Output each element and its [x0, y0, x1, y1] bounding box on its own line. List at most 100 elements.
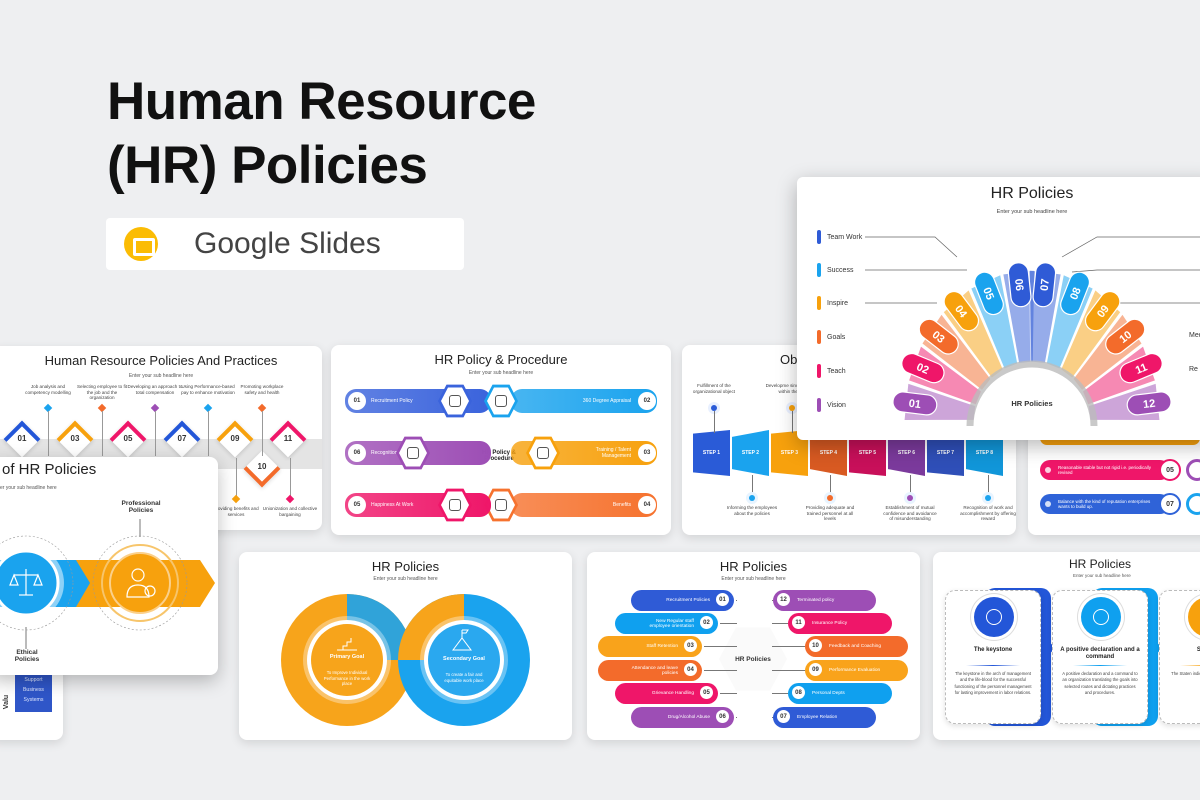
connector-line	[704, 646, 737, 647]
pill-number: 11	[1134, 361, 1149, 377]
feature-pill[interactable]: Reasonable stable but not rigid i.e. per…	[1040, 460, 1170, 480]
policy-pill[interactable]: Performance Evaluation	[805, 660, 908, 681]
number-pill[interactable]: 04	[940, 287, 982, 334]
step-block[interactable]: STEP 2	[732, 430, 769, 476]
professional-circle	[109, 552, 171, 614]
policy-pill[interactable]: Terminated policy	[773, 590, 876, 611]
legend-color-bar	[817, 398, 821, 412]
legend-label: Vision	[817, 398, 846, 412]
policy-card[interactable]: The keystone The keystone in the arch of …	[945, 590, 1041, 724]
pill-number: 09	[1095, 303, 1112, 320]
caption: Using Performance-based pay to enhance m…	[181, 384, 235, 395]
slide-cards[interactable]: HR Policies Enter your sub headline here…	[933, 552, 1200, 740]
policy-pill[interactable]: 360 Degree Appraisal	[511, 389, 657, 413]
secondary-goal-title: Secondary Goal	[443, 656, 485, 662]
slide-goals[interactable]: HR Policies Enter your sub headline here…	[239, 552, 572, 740]
pill-label: Attendance and leave policies	[631, 665, 678, 676]
pill-number: 03	[930, 329, 947, 346]
policy-pill[interactable]: Benefits	[511, 493, 657, 517]
pill-shape	[1060, 271, 1091, 316]
connector-line	[1061, 236, 1200, 258]
step-number: 11	[283, 434, 293, 443]
number-pill[interactable]: 02	[899, 351, 947, 386]
number-circle: 10	[807, 637, 824, 654]
feature-text: Reasonable stable but not rigid i.e. per…	[1058, 465, 1152, 475]
hero-title-line-1: Human Resource	[107, 72, 536, 131]
feature-pill[interactable]: Balance with the kind of reputation ente…	[1040, 494, 1170, 514]
caption: Establishment of mutual confidence and a…	[883, 505, 937, 522]
pill-number: 05	[980, 286, 996, 302]
policy-pill[interactable]: Personal Depts	[788, 683, 892, 704]
policy-pill[interactable]: Attendance and leave policies	[598, 660, 702, 681]
next-circle-partial	[1186, 459, 1200, 481]
hexagon-inner	[487, 491, 515, 519]
pill-shape	[1126, 391, 1172, 416]
step-number: 05	[123, 434, 133, 443]
legend-color-bar	[817, 364, 821, 378]
secondary-goal-circle	[428, 624, 500, 696]
pill-number: 10	[1117, 329, 1134, 346]
pill-shape	[892, 391, 938, 416]
number-pill[interactable]: 03	[915, 315, 962, 358]
connector-line	[736, 600, 737, 601]
center-label: HR Policy & Procedure	[481, 450, 516, 462]
number-pill[interactable]: 12	[1126, 391, 1172, 416]
legend-label: Inspire	[817, 296, 848, 310]
number-pill[interactable]: 10	[1102, 315, 1149, 358]
policy-pill[interactable]: Grievance Handling	[615, 683, 718, 704]
caption: Promoting workplace safety and health	[240, 384, 284, 395]
number-pill[interactable]: 11	[1117, 351, 1165, 386]
marker-dot	[711, 405, 717, 411]
pill-label: Personal Depts	[812, 691, 845, 696]
pill-shape	[943, 290, 980, 332]
slide-title: HR Policy & Procedure	[434, 352, 568, 367]
policy-pill[interactable]: Staff Retention	[598, 636, 702, 657]
number-pill[interactable]: 08	[1058, 269, 1093, 317]
pill-shape	[901, 353, 945, 384]
slide-types-of-policies[interactable]: of HR Policies er your sub headline here…	[0, 457, 218, 675]
icon-glyph	[495, 395, 507, 407]
pill-label: Terminated policy	[797, 598, 835, 603]
number-circle: 09	[807, 661, 824, 678]
google-slides-icon	[124, 227, 158, 261]
legend-label-partial: Med	[1189, 332, 1200, 339]
number-circle: 11	[790, 614, 807, 631]
center-label: HR Policies	[735, 655, 771, 663]
policy-pill[interactable]: New Regular staff employee orientation	[615, 613, 718, 634]
number-pill[interactable]: 06	[1007, 262, 1032, 308]
card-divider	[1073, 665, 1127, 666]
slide-hex-list[interactable]: HR Policies Enter your sub headline here…	[587, 552, 920, 740]
marker-dot	[907, 495, 913, 501]
slide-procedure[interactable]: HR Policy & Procedure Enter your sub hea…	[331, 345, 671, 535]
mountain-flag-icon	[452, 629, 472, 651]
pill-label: Training / Talent Management	[595, 447, 631, 459]
number-pill[interactable]: 07	[1032, 262, 1057, 308]
number-circle: 06	[348, 444, 366, 462]
caption: Unionization and collective bargaining	[262, 506, 318, 517]
icon-glyph	[449, 499, 461, 511]
slide-fan[interactable]: HR Policies Enter your sub headline here…	[797, 177, 1200, 440]
connector-line	[910, 475, 911, 495]
policy-card[interactable]: Stat int The Staten indicating a general …	[1159, 590, 1200, 724]
connector-line	[720, 693, 737, 694]
step-label: STEP 1	[702, 450, 721, 456]
policy-pill[interactable]: Feedback and Coaching	[805, 636, 908, 657]
icon-glyph	[986, 609, 1002, 625]
step-block[interactable]: STEP 1	[693, 430, 730, 476]
icon-glyph	[537, 447, 549, 459]
policy-pill[interactable]: Employee Relation	[773, 707, 876, 728]
connector-line	[772, 600, 773, 601]
number-circle: 12	[775, 591, 792, 608]
policy-pill[interactable]: Insurance Policy	[788, 613, 892, 634]
number-circle: 03	[682, 637, 699, 654]
number-pill[interactable]: 01	[892, 391, 938, 416]
legend-text: Team Work	[827, 233, 863, 241]
number-pill[interactable]: 09	[1081, 287, 1123, 334]
policy-pill[interactable]: Drug/Alcohol Abuse	[631, 707, 734, 728]
center-hexagon: HR Policies	[719, 627, 787, 691]
number-pill[interactable]: 05	[972, 269, 1007, 317]
hero-title-line-2: (HR) Policies	[107, 136, 428, 195]
policy-card[interactable]: A positive declaration and a command A po…	[1052, 590, 1148, 724]
slide-subtitle: Enter your sub headline here	[128, 373, 194, 379]
policy-pill[interactable]: Recruitment Policies	[631, 590, 734, 611]
